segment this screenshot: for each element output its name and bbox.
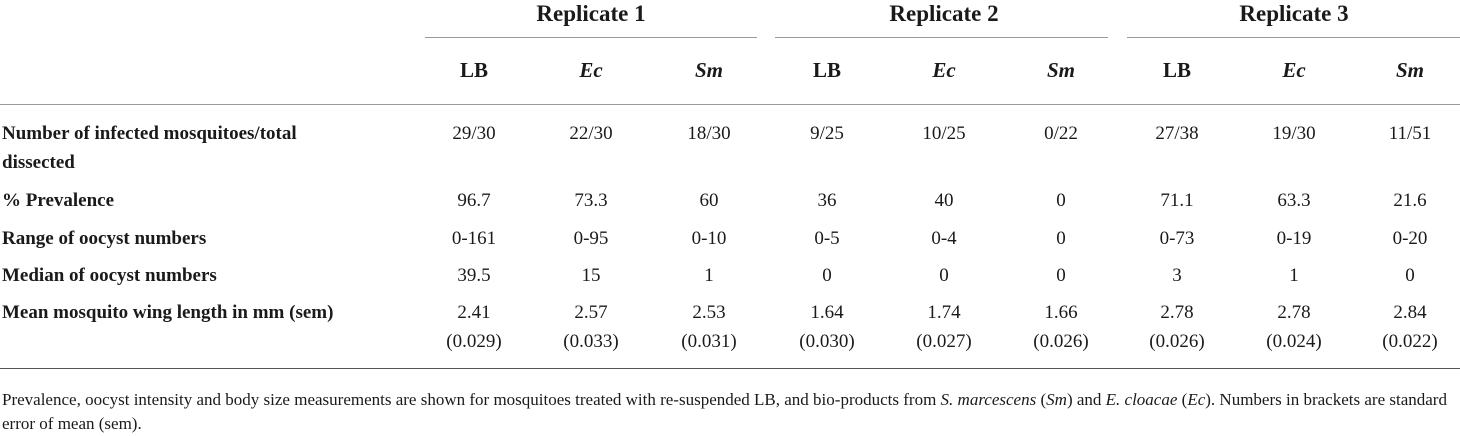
table-cell: 39.5 xyxy=(457,265,491,286)
table-cell: 0 xyxy=(1056,190,1066,211)
row-label: Number of infected mosquitoes/total xyxy=(2,123,297,144)
column-header: LB xyxy=(812,58,841,82)
replicate-header: Replicate 3 xyxy=(1239,1,1349,26)
table-cell: (0.030) xyxy=(799,331,855,352)
column-header: Ec xyxy=(932,58,956,82)
table-cell: 36 xyxy=(817,190,837,211)
table-cell: 2.53 xyxy=(692,302,726,323)
footnote-text: ( xyxy=(1036,390,1047,409)
table-cell: 9/25 xyxy=(810,123,844,144)
table-cell: 1 xyxy=(1289,265,1299,286)
table-cell: 0-10 xyxy=(691,228,727,249)
row-label: % Prevalence xyxy=(2,190,115,211)
table-cell: 1.64 xyxy=(810,302,844,323)
replicate-underline xyxy=(775,37,1108,38)
table-bottom-rule xyxy=(0,368,1460,369)
column-header: Sm xyxy=(1046,58,1075,82)
table-cell: 0-73 xyxy=(1159,228,1195,249)
table-cell: 2.57 xyxy=(574,302,608,323)
row-label: dissected xyxy=(2,152,75,173)
table-cell: 0-4 xyxy=(931,228,957,249)
table-cell: 0 xyxy=(1405,265,1415,286)
row-label: Range of oocyst numbers xyxy=(2,228,207,249)
table-cell: 22/30 xyxy=(569,123,613,144)
table-cell: 3 xyxy=(1172,265,1182,286)
table-cell: 27/38 xyxy=(1155,123,1199,144)
table-cell: 0-19 xyxy=(1276,228,1312,249)
replicate-underline xyxy=(1127,37,1460,38)
table-cell: 11/51 xyxy=(1388,123,1432,144)
table-cell: 0-20 xyxy=(1392,228,1428,249)
table-cell: (0.029) xyxy=(446,331,502,352)
table-cell: 1 xyxy=(704,265,714,286)
table-cell: (0.022) xyxy=(1382,331,1438,352)
table-cell: 0 xyxy=(822,265,832,286)
table-cell: 40 xyxy=(934,190,954,211)
table-cell: 71.1 xyxy=(1160,190,1194,211)
footnote-species-ec: E. cloacae xyxy=(1105,390,1178,409)
table-cell: 21.6 xyxy=(1393,190,1427,211)
table-cell: (0.033) xyxy=(563,331,619,352)
column-header: Sm xyxy=(1395,58,1424,82)
row-label: Median of oocyst numbers xyxy=(2,265,217,286)
footnote-text: Prevalence, oocyst intensity and body si… xyxy=(2,390,941,409)
footnote-abbr-sm: Sm xyxy=(1046,390,1067,409)
table-cell: 73.3 xyxy=(574,190,608,211)
table-cell: 0-5 xyxy=(814,228,840,249)
column-header: Ec xyxy=(1282,58,1306,82)
replicate-underline xyxy=(425,37,757,38)
table-cell: (0.026) xyxy=(1033,331,1089,352)
table-cell: 0 xyxy=(1056,228,1066,249)
table-cell: 0/22 xyxy=(1044,123,1078,144)
table-cell: 29/30 xyxy=(452,123,496,144)
table-cell: 63.3 xyxy=(1277,190,1311,211)
table-cell: 0 xyxy=(1056,265,1066,286)
table-cell: 0 xyxy=(939,265,949,286)
table-cell: 60 xyxy=(699,190,719,211)
footnote-text: ( xyxy=(1177,390,1188,409)
table-cell: (0.027) xyxy=(916,331,972,352)
footnote-abbr-ec: Ec xyxy=(1187,390,1206,409)
table-cell: 2.84 xyxy=(1393,302,1427,323)
footnote-species-sm: S. marcescens xyxy=(940,390,1037,409)
table-cell: 1.74 xyxy=(927,302,961,323)
table-cell: 10/25 xyxy=(922,123,966,144)
column-header: LB xyxy=(1162,58,1191,82)
table-cell: 0-161 xyxy=(451,228,497,249)
table-cell: 2.41 xyxy=(457,302,491,323)
table-cell: (0.031) xyxy=(681,331,737,352)
table-cell: (0.026) xyxy=(1149,331,1205,352)
table-footnote: Prevalence, oocyst intensity and body si… xyxy=(2,388,1458,436)
table-cell: 1.66 xyxy=(1044,302,1078,323)
column-header: LB xyxy=(459,58,488,82)
table-cell: 19/30 xyxy=(1272,123,1316,144)
table-cell: (0.024) xyxy=(1266,331,1322,352)
table-cell: 0-95 xyxy=(573,228,609,249)
table-cell: 2.78 xyxy=(1160,302,1194,323)
row-label: Mean mosquito wing length in mm (sem) xyxy=(2,302,334,323)
table-cell: 2.78 xyxy=(1277,302,1311,323)
footnote-text: ) and xyxy=(1066,390,1106,409)
table-cell: 18/30 xyxy=(687,123,731,144)
column-header: Ec xyxy=(579,58,603,82)
footnote-text: ). Numbers in brackets are standard erro… xyxy=(2,390,1447,433)
header-divider xyxy=(0,104,1460,105)
table-cell: 15 xyxy=(581,265,601,286)
replicate-header: Replicate 1 xyxy=(536,1,646,26)
replicate-header: Replicate 2 xyxy=(889,1,999,26)
column-header: Sm xyxy=(694,58,723,82)
table-cell: 96.7 xyxy=(457,190,491,211)
